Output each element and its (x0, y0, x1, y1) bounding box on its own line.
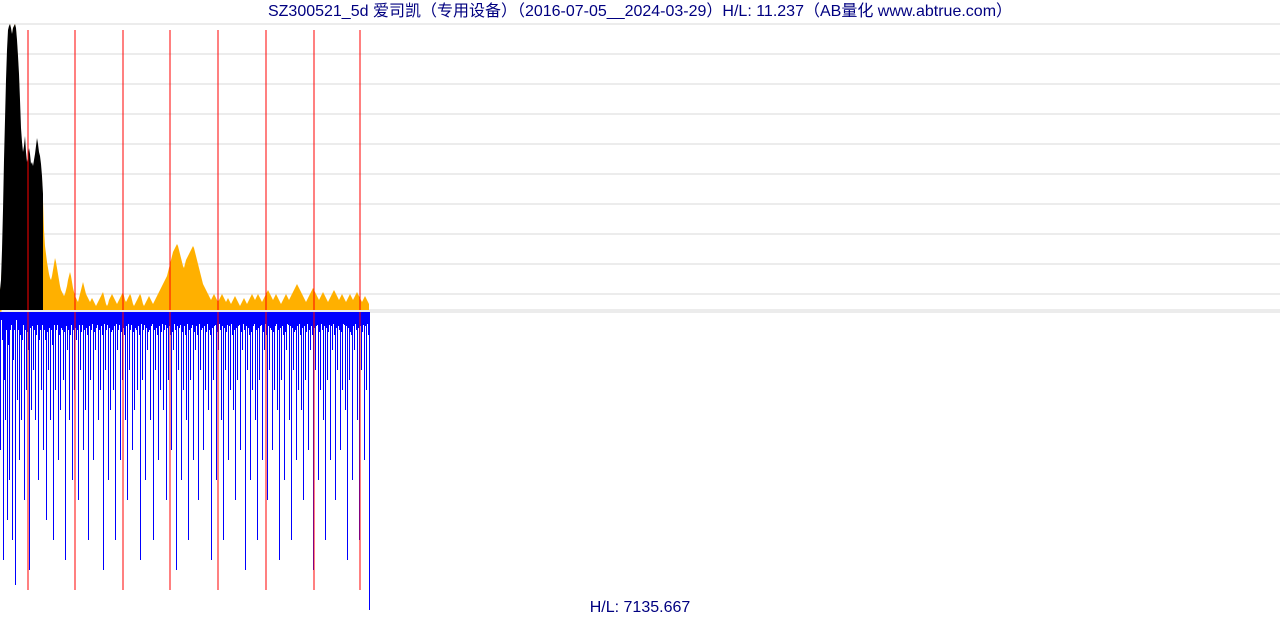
stock-chart-container: SZ300521_5d 爱司凯（专用设备）（2016-07-05__2024-0… (0, 0, 1280, 620)
chart-svg (0, 0, 1280, 620)
chart-footer: H/L: 7135.667 (0, 596, 1280, 620)
